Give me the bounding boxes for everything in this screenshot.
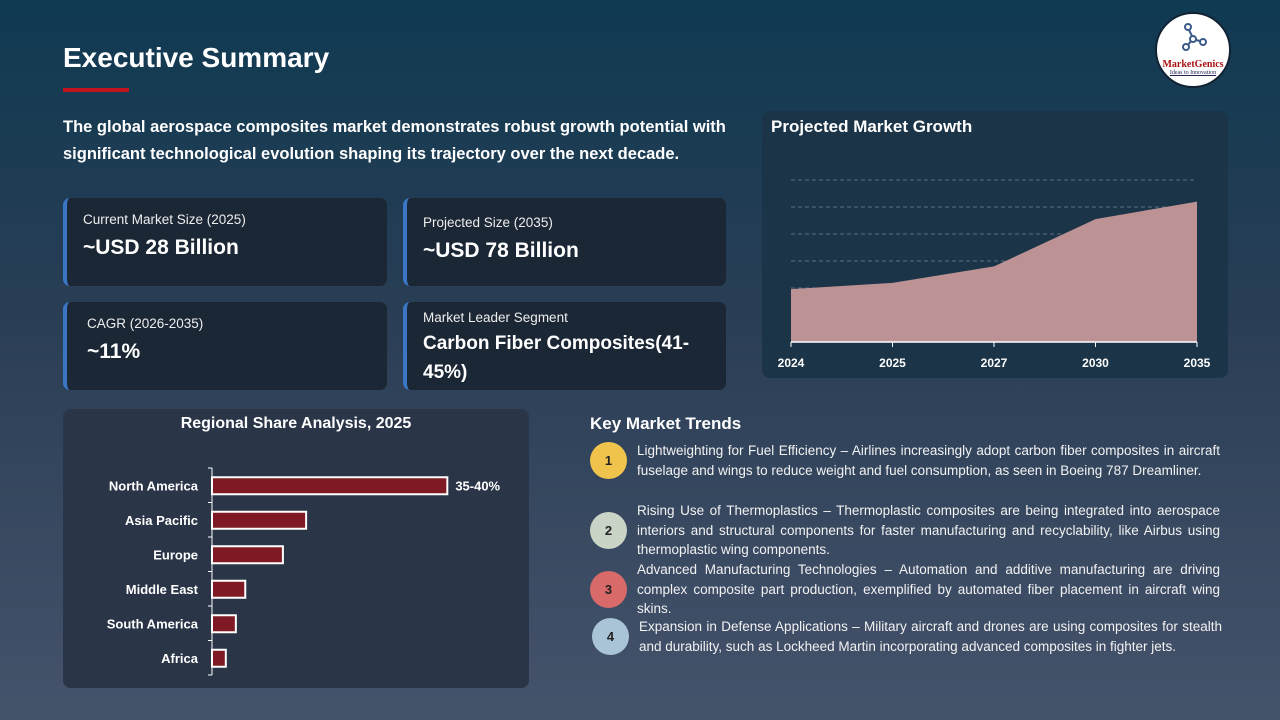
bar-asia-pacific xyxy=(211,510,308,530)
x-tick-label: 2027 xyxy=(981,356,1008,370)
card-label: Market Leader Segment xyxy=(423,310,568,325)
x-tick-label: 2035 xyxy=(1184,356,1211,370)
category-label: South America xyxy=(107,616,199,631)
card-value: ~USD 78 Billion xyxy=(423,239,579,262)
cagr-card: CAGR (2026-2035) ~11% xyxy=(63,302,387,390)
projected-size-card: Projected Size (2035) ~USD 78 Billion xyxy=(403,198,726,286)
trend-item: 4 Expansion in Defense Applications – Mil… xyxy=(592,617,1222,656)
trend-item: 2 Rising Use of Thermoplastics – Thermopl… xyxy=(590,501,1220,560)
x-tick-label: 2024 xyxy=(778,356,805,370)
key-trends-title: Key Market Trends xyxy=(590,414,742,433)
marketgenics-logo: MarketGenics Ideas to Innovation xyxy=(1155,12,1231,88)
molecule-icon xyxy=(1182,23,1207,51)
regional-share-chart: Regional Share Analysis, 2025 North Amer… xyxy=(63,409,529,688)
card-label: Current Market Size (2025) xyxy=(83,212,246,227)
area-series xyxy=(791,201,1197,342)
trend-number-badge: 2 xyxy=(590,511,627,549)
category-label: Africa xyxy=(161,651,199,666)
bar-europe xyxy=(211,545,284,565)
x-tick-label: 2025 xyxy=(879,356,906,370)
logo-tagline: Ideas to Innovation xyxy=(1169,70,1217,76)
card-label: CAGR (2026-2035) xyxy=(87,316,204,331)
trend-number-badge: 4 xyxy=(592,618,629,655)
bar-south-america xyxy=(211,614,237,634)
bar-north-america xyxy=(211,476,449,496)
bar-middle-east xyxy=(211,579,247,599)
card-value: Carbon Fiber Composites(41-45%) xyxy=(423,333,690,383)
page-title: Executive Summary xyxy=(63,42,330,73)
trend-text: Advanced Manufacturing Technologies – Au… xyxy=(637,562,1220,616)
trend-text: Rising Use of Thermoplastics – Thermopla… xyxy=(637,503,1220,557)
area-chart: 2024 2025 2027 2030 2035 xyxy=(778,179,1211,370)
x-tick-label: 2030 xyxy=(1082,356,1109,370)
logo-name: MarketGenics xyxy=(1162,59,1224,70)
card-value: ~USD 28 Billion xyxy=(83,236,239,259)
card-value: ~11% xyxy=(87,340,141,363)
category-label: Middle East xyxy=(126,582,199,597)
chart-title: Projected Market Growth xyxy=(771,117,973,136)
data-label: 35-40% xyxy=(455,478,500,493)
card-label: Projected Size (2035) xyxy=(423,215,553,230)
category-label: North America xyxy=(109,478,199,493)
intro-text: The global aerospace composites market d… xyxy=(63,118,726,163)
bar-africa xyxy=(211,648,227,668)
market-leader-card: Market Leader Segment Carbon Fiber Compo… xyxy=(403,302,726,390)
category-label: Europe xyxy=(153,547,198,562)
current-market-size-card: Current Market Size (2025) ~USD 28 Billi… xyxy=(63,198,387,286)
projected-market-growth-chart: Projected Market Growth 2024 2025 2027 2030… xyxy=(762,111,1228,378)
trend-text: Lightweighting for Fuel Efficiency – Air… xyxy=(637,443,1220,478)
trend-item: 3 Advanced Manufacturing Technologies – A… xyxy=(590,560,1220,619)
trend-item: 1 Lightweighting for Fuel Efficiency – Ai… xyxy=(590,441,1220,480)
trend-text: Expansion in Defense Applications – Mili… xyxy=(639,619,1222,654)
trend-number-badge: 3 xyxy=(590,570,627,608)
title-underline xyxy=(63,88,129,92)
trend-number-badge: 1 xyxy=(590,442,627,479)
bar-chart: North America 35-40% Asia Pacific Europe Mid… xyxy=(107,467,501,676)
category-label: Asia Pacific xyxy=(125,513,198,528)
chart-title: Regional Share Analysis, 2025 xyxy=(180,415,412,432)
